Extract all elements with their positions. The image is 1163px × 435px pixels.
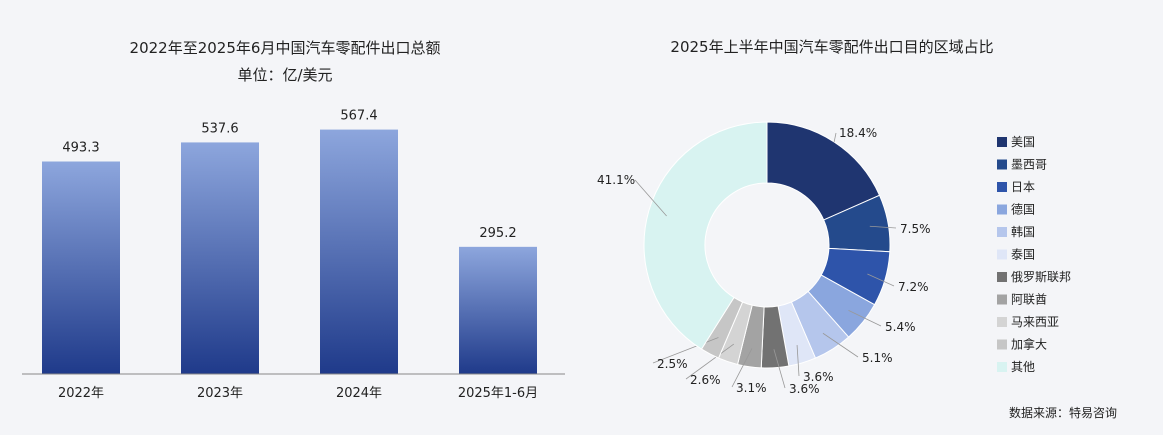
bar-value-label-2: 567.4: [340, 109, 377, 124]
legend-label-6: 俄罗斯联邦: [1011, 270, 1071, 284]
legend-swatch-1: [997, 159, 1007, 170]
legend-label-9: 加拿大: [1011, 337, 1047, 352]
donut-value-label-9: 2.5%: [657, 357, 688, 371]
bar-0: [42, 161, 120, 374]
legend-label-5: 泰国: [1011, 248, 1035, 262]
legend-swatch-10: [997, 362, 1007, 372]
donut-slice-0: [766, 121, 881, 221]
bar-chart-subtitle: 单位：亿/美元: [237, 66, 332, 84]
donut-leader-line-8: [685, 343, 735, 380]
bar-category-label-2: 2024年: [336, 386, 382, 401]
donut-value-label-8: 2.6%: [690, 373, 721, 387]
legend-swatch-5: [997, 249, 1007, 260]
donut-value-label-7: 3.1%: [736, 381, 767, 395]
donut-value-label-2: 7.2%: [898, 280, 929, 294]
donut-leader-line-4: [822, 332, 859, 358]
legend-swatch-9: [997, 339, 1007, 350]
legend-label-4: 韩国: [1011, 224, 1035, 239]
legend-swatch-0: [997, 137, 1007, 147]
donut-slice-10: [643, 121, 768, 350]
data-source: 数据来源：特易咨询: [1009, 405, 1117, 420]
donut-leader-line-1: [869, 225, 897, 229]
bar-2: [320, 129, 398, 374]
bar-1: [181, 142, 259, 374]
donut-value-label-3: 5.4%: [885, 320, 916, 334]
bar-category-label-3: 2025年1-6月: [458, 386, 538, 401]
legend-swatch-7: [997, 294, 1007, 305]
donut-value-label-4: 5.1%: [862, 351, 893, 365]
bar-value-label-0: 493.3: [62, 141, 99, 156]
donut-leader-line-7: [731, 348, 753, 388]
legend-label-2: 日本: [1011, 180, 1035, 194]
donut-leader-line-10: [634, 179, 667, 217]
legend-swatch-3: [997, 204, 1007, 215]
legend-swatch-2: [997, 182, 1007, 192]
donut-leader-line-5: [796, 345, 800, 377]
legend-swatch-8: [997, 317, 1007, 327]
legend-swatch-4: [997, 227, 1007, 237]
donut-value-label-0: 18.4%: [839, 126, 877, 140]
bar-category-label-0: 2022年: [58, 386, 104, 401]
legend-label-7: 阿联酋: [1011, 292, 1047, 307]
bar-chart-title: 2022年至2025年6月中国汽车零配件出口总额: [130, 39, 441, 57]
donut-leader-line-0: [833, 132, 837, 143]
donut-value-label-5: 3.6%: [803, 370, 834, 384]
bar-value-label-3: 295.2: [479, 226, 516, 241]
donut-chart-title: 2025年上半年中国汽车零配件出口目的区域占比: [670, 38, 993, 56]
bar-value-label-1: 537.6: [201, 121, 238, 136]
donut-leader-line-9: [652, 337, 719, 364]
donut-chart: 18.4% 7.5% 7.2% 5.4% 5.1% 3.6%3.6% 3.1% 2.6%2.5…: [597, 121, 931, 396]
legend-label-3: 德国: [1011, 202, 1035, 217]
donut-value-label-10: 41.1%: [597, 173, 635, 187]
legend-label-10: 其他: [1011, 360, 1035, 374]
donut-leader-line-3: [848, 310, 882, 327]
legend-label-0: 美国: [1011, 135, 1035, 149]
donut-leader-line-2: [867, 273, 895, 287]
donut-value-label-6: 3.6%: [789, 382, 820, 396]
bar-3: [459, 246, 537, 374]
legend-label-8: 马来西亚: [1011, 315, 1059, 329]
legend-swatch-6: [997, 272, 1007, 282]
donut-leader-line-6: [773, 349, 786, 389]
donut-value-label-1: 7.5%: [900, 222, 931, 236]
bar-chart: 493.3 2022年 537.6 2023年 567.4 2024年 295.2 2025年…: [42, 109, 538, 401]
bar-category-label-1: 2023年: [197, 386, 243, 401]
legend-label-1: 墨西哥: [1011, 158, 1047, 172]
